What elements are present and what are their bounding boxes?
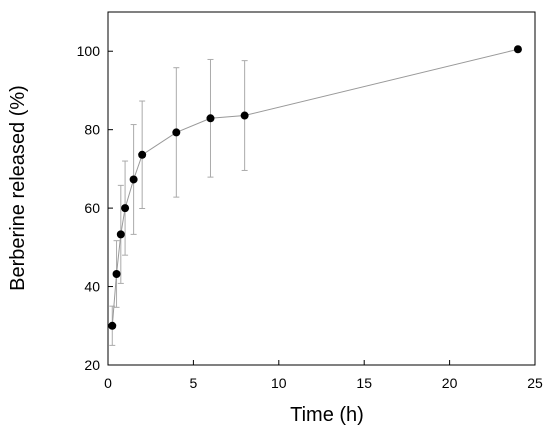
data-point — [138, 150, 147, 159]
series-line — [111, 48, 519, 326]
error-bars — [109, 58, 248, 346]
data-point — [172, 128, 181, 137]
data-point — [206, 114, 215, 123]
plot-border — [107, 11, 536, 366]
data-point — [513, 45, 522, 54]
y-axis-title: Berberine released (%) — [7, 85, 29, 291]
data-point — [240, 111, 249, 120]
y-tick-label: 20 — [84, 357, 100, 373]
y-tick-label: 100 — [77, 43, 101, 59]
y-tick-label: 60 — [84, 200, 100, 216]
data-point — [129, 175, 138, 184]
x-tick-label: 5 — [190, 375, 198, 391]
y-tick-label: 80 — [84, 122, 100, 138]
x-tick-label: 20 — [442, 375, 458, 391]
plot-area — [107, 11, 536, 366]
data-point — [108, 321, 117, 330]
data-point — [116, 230, 125, 239]
data-point — [112, 270, 121, 279]
data-point — [121, 204, 130, 213]
x-axis-title: Time (h) — [290, 404, 364, 426]
y-axis-ticks: 20 40 60 80 100 — [77, 43, 113, 373]
x-tick-label: 15 — [356, 375, 372, 391]
x-tick-label: 25 — [527, 375, 543, 391]
x-tick-label: 10 — [271, 375, 287, 391]
y-tick-label: 40 — [84, 279, 100, 295]
series-line-group — [111, 48, 519, 326]
x-tick-label: 0 — [104, 375, 112, 391]
data-points — [108, 45, 522, 330]
x-axis-ticks: 0 5 10 15 20 25 — [104, 360, 543, 391]
